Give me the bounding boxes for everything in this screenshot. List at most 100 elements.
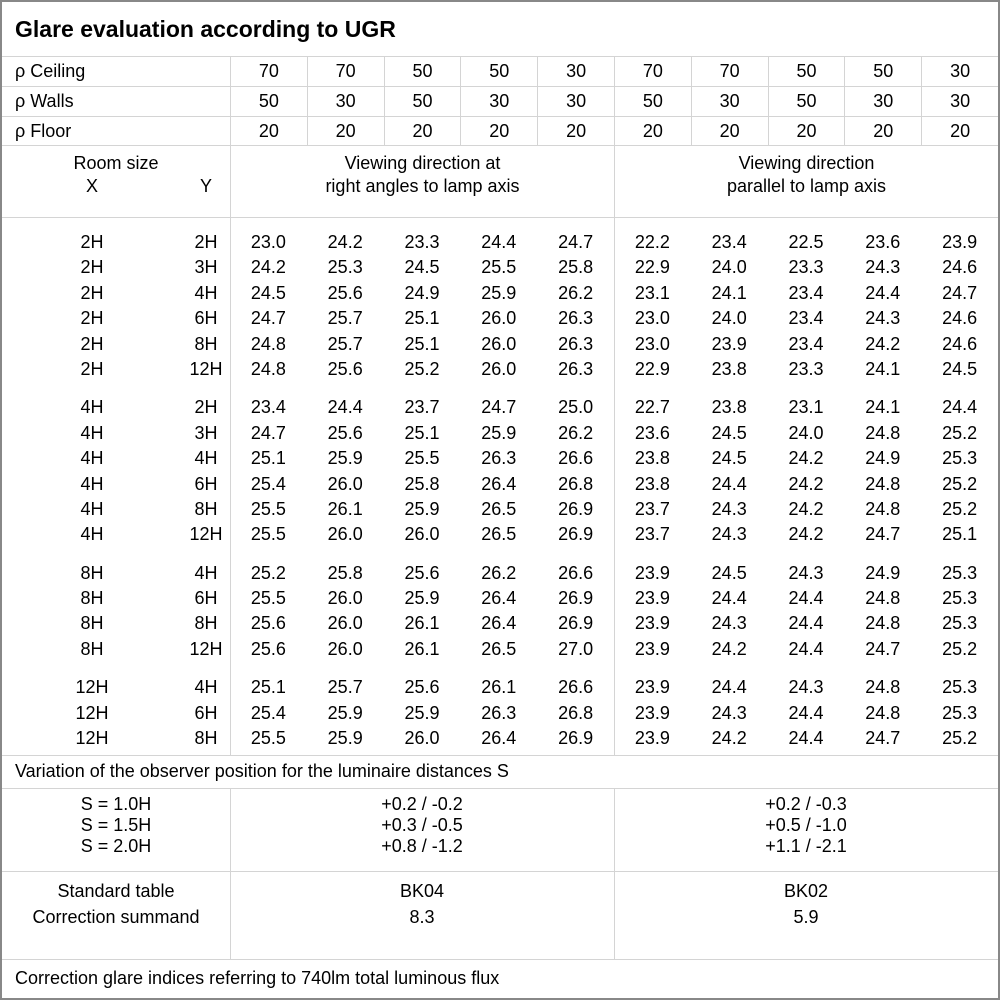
ugr-value: 26.2 (558, 282, 594, 303)
ugr-value: 25.5 (250, 524, 286, 545)
ugr-value: 25.3 (942, 448, 978, 469)
ugr-value: 24.3 (788, 562, 824, 583)
ugr-value: 23.9 (634, 588, 670, 609)
ugr-value: 23.0 (634, 308, 670, 329)
reflectance-value: 50 (230, 87, 307, 116)
room-x: 2H (80, 282, 104, 303)
ugr-value: 22.9 (634, 257, 670, 278)
ugr-value: 23.4 (788, 282, 824, 303)
ugr-value: 25.9 (404, 588, 440, 609)
ugr-value: 23.7 (634, 498, 670, 519)
variation-value-right-angles: +0.2 / -0.2 (381, 794, 463, 814)
ugr-value: 24.0 (711, 257, 747, 278)
ugr-value: 23.4 (250, 397, 286, 418)
ugr-value: 23.9 (634, 638, 670, 659)
summary-table: Standard table BK04 BK02 Correction summand… (2, 872, 998, 960)
ugr-value: 24.5 (250, 282, 286, 303)
room-x: 2H (80, 232, 104, 252)
ugr-value: 24.8 (250, 358, 286, 379)
ugr-value: 24.8 (865, 588, 901, 609)
reflectance-value: 30 (844, 87, 921, 116)
reflectance-row: ρ Floor 20 20 20 20 20 20 20 20 20 20 (2, 117, 998, 146)
summary-value-right-angles: 8.3 (409, 907, 435, 927)
room-y: 4H (194, 282, 218, 303)
table-row: 12H 6H 25.4 25.9 25.9 26.3 26.8 23.9 24.3 24.4 24.… (2, 701, 998, 726)
ugr-value: 26.1 (481, 677, 517, 698)
room-y: 2H (194, 397, 218, 418)
room-y: 8H (194, 333, 218, 354)
ugr-value: 25.1 (404, 308, 440, 329)
ugr-value: 24.2 (788, 448, 824, 469)
room-x: 4H (80, 397, 104, 418)
column-divider (614, 218, 615, 755)
ugr-value: 25.1 (404, 422, 440, 443)
reflectance-value: 20 (306, 117, 384, 145)
reflectance-value: 30 (921, 57, 998, 86)
ugr-value: 24.2 (327, 232, 363, 252)
ugr-value: 24.4 (711, 677, 747, 698)
ugr-value: 26.3 (558, 308, 594, 329)
ugr-value: 24.4 (711, 588, 747, 609)
room-x: 8H (80, 588, 104, 609)
reflectance-value: 50 (767, 57, 845, 86)
room-y: 6H (194, 702, 218, 723)
ugr-value: 24.3 (865, 257, 901, 278)
ugr-value: 24.7 (865, 524, 901, 545)
right-angles-header-line2: right angles to lamp axis (325, 176, 520, 196)
ugr-value: 26.5 (481, 524, 517, 545)
ugr-value: 24.4 (788, 588, 824, 609)
room-y: 8H (194, 728, 218, 749)
room-size-label: Room size (73, 153, 159, 173)
reflectance-value: 50 (460, 57, 537, 86)
ugr-block: 2H 2H 23.0 24.2 23.3 24.4 24.7 22.2 23.4 22.5 23.6… (2, 230, 998, 382)
ugr-value: 24.4 (942, 397, 978, 418)
table-row: 8H 12H 25.6 26.0 26.1 26.5 27.0 23.9 24.2 24.4 24.… (2, 637, 998, 662)
ugr-value: 25.9 (481, 282, 517, 303)
reflectance-value: 20 (614, 117, 691, 145)
ugr-value: 26.9 (558, 524, 594, 545)
room-y: 6H (194, 308, 218, 329)
ugr-value: 23.8 (634, 448, 670, 469)
ugr-value: 23.0 (250, 232, 286, 252)
ugr-block: 8H 4H 25.2 25.8 25.6 26.2 26.6 23.9 24.5 24.3 24.9… (2, 561, 998, 663)
ugr-value: 24.8 (250, 333, 286, 354)
ugr-value: 26.5 (481, 638, 517, 659)
room-x: 4H (80, 524, 104, 545)
ugr-value: 24.0 (711, 308, 747, 329)
reflectance-value: 70 (690, 57, 768, 86)
ugr-value: 26.9 (558, 728, 594, 749)
ugr-value: 24.9 (865, 448, 901, 469)
ugr-value: 25.7 (327, 333, 363, 354)
ugr-value: 22.2 (634, 232, 670, 252)
ugr-value: 25.2 (942, 422, 978, 443)
room-y: 4H (194, 677, 218, 698)
room-y: 4H (194, 448, 218, 469)
ugr-value: 23.6 (634, 422, 670, 443)
summary-label: Correction summand (32, 907, 200, 927)
reflectance-label: ρ Floor (15, 121, 72, 141)
table-row: 8H 4H 25.2 25.8 25.6 26.2 26.6 23.9 24.5 24.3 24.9… (2, 561, 998, 586)
ugr-value: 23.8 (711, 358, 747, 379)
ugr-value: 25.9 (327, 702, 363, 723)
ugr-value: 25.2 (942, 498, 978, 519)
column-divider (230, 789, 231, 871)
reflectance-value: 30 (460, 87, 537, 116)
ugr-value: 24.8 (865, 677, 901, 698)
ugr-value: 24.8 (865, 473, 901, 494)
ugr-value: 25.6 (250, 638, 286, 659)
variation-row-item: S = 1.0H +0.2 / -0.2 +0.2 / -0.3 (2, 794, 998, 815)
room-y: 4H (194, 562, 218, 583)
room-y: 3H (194, 257, 218, 278)
ugr-value: 25.8 (404, 473, 440, 494)
room-y: 12H (189, 524, 223, 545)
ugr-value: 24.4 (788, 613, 824, 634)
ugr-value: 23.4 (788, 333, 824, 354)
ugr-value: 25.7 (327, 308, 363, 329)
reflectance-value: 50 (383, 87, 461, 116)
room-y: 8H (194, 498, 218, 519)
ugr-value: 24.7 (250, 422, 286, 443)
ugr-value: 25.9 (481, 422, 517, 443)
ugr-value: 26.5 (481, 498, 517, 519)
ugr-value: 24.7 (865, 638, 901, 659)
ugr-value: 24.8 (865, 422, 901, 443)
